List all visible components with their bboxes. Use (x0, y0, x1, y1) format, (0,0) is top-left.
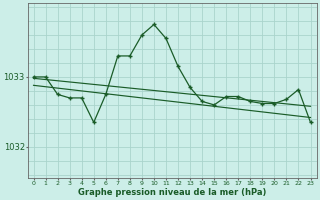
X-axis label: Graphe pression niveau de la mer (hPa): Graphe pression niveau de la mer (hPa) (78, 188, 266, 197)
